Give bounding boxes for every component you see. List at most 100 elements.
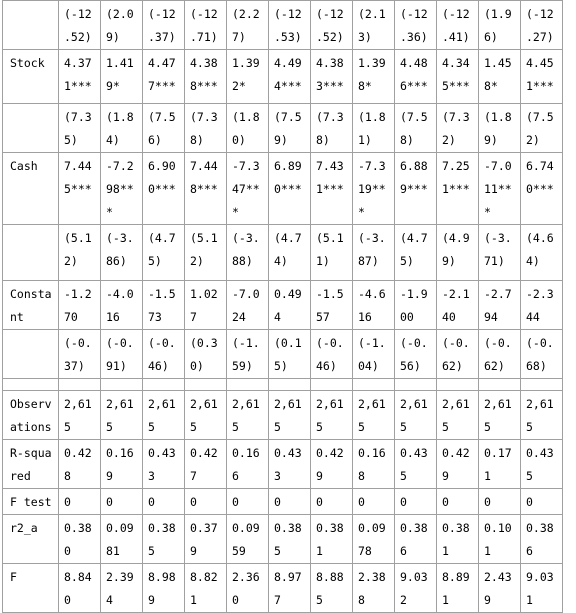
table-cell: 6.74 0*** [520,152,563,225]
table-cell: 8.98 9 [142,563,185,613]
table-cell [310,378,353,391]
table-cell: 4.48 6*** [394,49,437,104]
table-cell: 8.84 0 [58,563,101,613]
table-row: (5.1 2) (-3. 86) (4.7 5) (5.1 2) (-3. 88) (4.… [2,224,563,281]
table-cell: (-0. 46) [310,329,353,379]
table-cell: (-12 .41) [436,0,479,50]
table-row: (-0. 37) (-0. 91) (-0. 46) (0.3 0) (-1. 59)(… [2,329,563,379]
table-cell: 2,61 5 [100,390,143,440]
table-cell [226,378,269,391]
table-cell [58,378,101,391]
table-cell: (4.7 4) [268,224,311,281]
table-cell: 0.16 8 [352,439,395,489]
table-row: F test 0 0 0 0 0 0 0 0 0 0 0 0 [2,488,563,515]
table-cell: (-3. 86) [100,224,143,281]
table-cell: 0.37 9 [184,514,227,564]
table-cell: 0 [226,488,269,515]
table-cell: 0.09 81 [100,514,143,564]
table-cell: (7.3 8) [184,103,227,153]
table-cell: (-1. 04) [352,329,395,379]
table-cell: (5.1 1) [310,224,353,281]
table-cell: 2,61 5 [226,390,269,440]
regression-table-view: (-12 .52) (2.0 9) (-12 .37) (-12 .71) (2.2 7… [2,0,563,613]
table-cell: -1.2 70 [58,280,101,330]
table-cell: 0.38 1 [436,514,479,564]
table-cell: 7.43 1*** [310,152,353,225]
table-cell: 8.89 1 [436,563,479,613]
table-cell: 9.03 2 [394,563,437,613]
table-cell: -1.9 00 [394,280,437,330]
table-cell: (4.9 9) [436,224,479,281]
table-cell: 0 [478,488,521,515]
table-cell: 0 [352,488,395,515]
table-cell: (2.0 9) [100,0,143,50]
table-cell [436,378,479,391]
table-cell: 6.90 0*** [142,152,185,225]
row-label: Observ ations [2,390,59,440]
table-cell: 7.25 1*** [436,152,479,225]
table-cell: 0 [436,488,479,515]
table-cell: (4.7 5) [142,224,185,281]
table-cell: 4.38 8*** [184,49,227,104]
table-cell: 2.43 9 [478,563,521,613]
table-cell: 0.42 9 [436,439,479,489]
table-cell: (-3. 87) [352,224,395,281]
table-cell: (-3. 88) [226,224,269,281]
table-row: (-12 .52) (2.0 9) (-12 .37) (-12 .71) (2.2 7… [2,0,563,50]
table-cell: (-1. 59) [226,329,269,379]
table-cell: 1.39 2* [226,49,269,104]
table-cell: -7.3 19** * [352,152,395,225]
table-cell: (-0. 37) [58,329,101,379]
table-cell: 0.10 1 [478,514,521,564]
table-cell: (7.3 8) [310,103,353,153]
table-cell: 6.88 9*** [394,152,437,225]
table-cell: 0.49 4 [268,280,311,330]
table-cell: 8.88 5 [310,563,353,613]
table-cell: (-0. 46) [142,329,185,379]
regression-results-table: (-12 .52) (2.0 9) (-12 .37) (-12 .71) (2.2 7… [2,0,563,613]
table-row: R-squa red 0.42 8 0.16 9 0.43 3 0.42 7 0.16 6… [2,439,563,489]
row-label [2,224,59,281]
table-cell: 4.49 4*** [268,49,311,104]
table-cell: 4.47 7*** [142,49,185,104]
table-cell: 6.89 0*** [268,152,311,225]
table-cell: -2.7 94 [478,280,521,330]
row-label: Stock [2,49,59,104]
table-cell: 2,61 5 [352,390,395,440]
table-row [2,378,563,391]
table-cell: -4.0 16 [100,280,143,330]
table-cell [394,378,437,391]
table-row: (7.3 5) (1.8 4) (7.5 6) (7.3 8) (1.8 0) (7.5 … [2,103,563,153]
table-cell [268,378,311,391]
table-cell: 0 [520,488,563,515]
table-cell: (2.2 7) [226,0,269,50]
table-cell: 0.42 7 [184,439,227,489]
table-row: Cash 7.44 5*** -7.2 98** * 6.90 0*** 7.44 8*… [2,152,563,225]
table-cell: 0.42 8 [58,439,101,489]
row-label [2,329,59,379]
table-cell: 0.38 6 [394,514,437,564]
row-label: Cash [2,152,59,225]
table-cell: 0.42 9 [310,439,353,489]
table-cell: (-0. 68) [520,329,563,379]
table-cell: 2,61 5 [436,390,479,440]
table-cell: (7.5 6) [142,103,185,153]
table-cell: 2.39 4 [100,563,143,613]
table-cell: 0.43 3 [142,439,185,489]
row-label [2,0,59,50]
table-cell: -7.0 24 [226,280,269,330]
table-cell [100,378,143,391]
table-cell: 2,61 5 [310,390,353,440]
row-label: F [2,563,59,613]
table-cell: (7.5 2) [520,103,563,153]
table-cell: 9.03 1 [520,563,563,613]
table-cell: 0 [58,488,101,515]
table-cell: 0 [268,488,311,515]
table-row: r2_a 0.38 0 0.09 81 0.38 5 0.37 9 0.09 59 0.38… [2,514,563,564]
table-cell: 0 [184,488,227,515]
table-cell: (4.6 4) [520,224,563,281]
table-cell: (-12 .36) [394,0,437,50]
table-cell: 0 [142,488,185,515]
table-cell: 4.34 5*** [436,49,479,104]
table-cell: 0.17 1 [478,439,521,489]
